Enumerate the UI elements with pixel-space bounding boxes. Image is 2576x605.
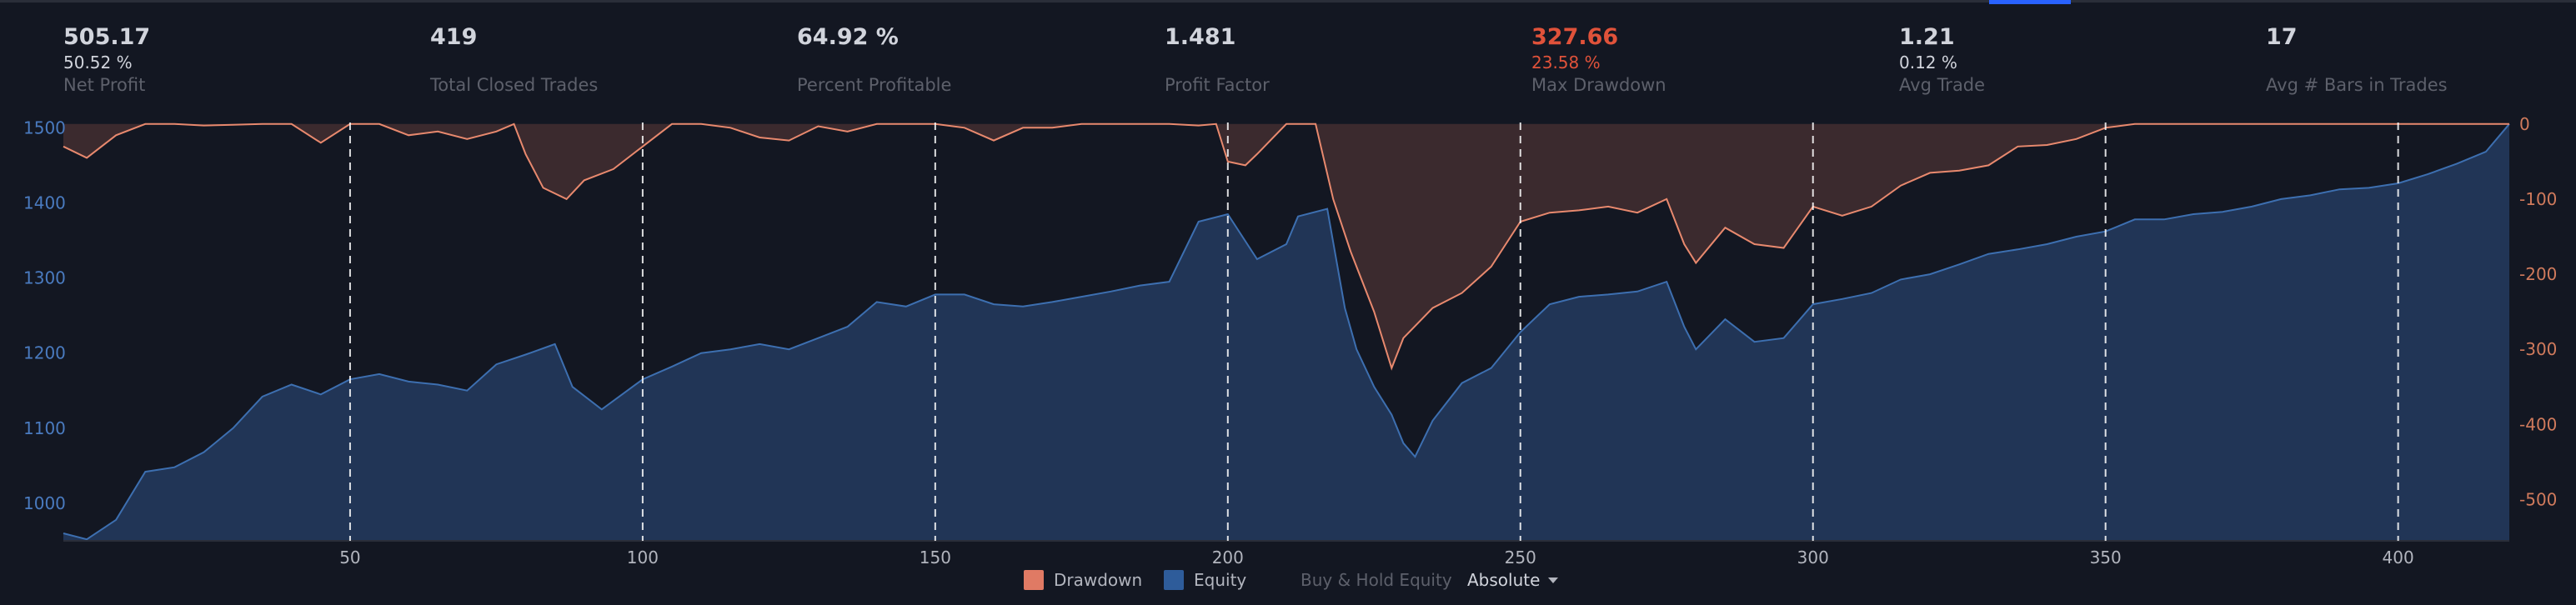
legend-drawdown-toggle[interactable]: Drawdown xyxy=(1024,570,1142,590)
legend-equity-label: Equity xyxy=(1194,570,1247,590)
stat-label: Max Drawdown xyxy=(1531,75,1666,95)
x-tick-label: 400 xyxy=(2383,548,2414,568)
x-tick-label: 250 xyxy=(1505,548,1536,568)
stat-value: 1.21 xyxy=(1899,24,1955,50)
legend-equity-toggle[interactable]: Equity xyxy=(1164,570,1246,590)
stat-label: Avg Trade xyxy=(1899,75,1986,95)
stat-subvalue: 50.52 % xyxy=(63,52,133,72)
absolute-dropdown[interactable]: Absolute xyxy=(1467,570,1559,590)
stat-value: 17 xyxy=(2266,24,2298,50)
right-tick-label: -500 xyxy=(2519,489,2557,509)
equity-swatch xyxy=(1164,570,1184,590)
stat-profit-factor: 1.481 Profit Factor xyxy=(1165,23,1270,97)
right-tick-label: -100 xyxy=(2519,189,2557,209)
stat-max-drawdown: 327.66 23.58 % Max Drawdown xyxy=(1531,23,1666,97)
stat-subvalue: 23.58 % xyxy=(1531,52,1601,72)
x-tick-label: 300 xyxy=(1797,548,1829,568)
equity-line xyxy=(63,123,2510,541)
stat-total-closed-trades: 419 Total Closed Trades xyxy=(430,23,598,97)
left-tick-label: 1400 xyxy=(23,192,66,212)
stat-avg-trade: 1.21 0.12 % Avg Trade xyxy=(1899,23,1985,97)
x-tick-label: 100 xyxy=(627,548,659,568)
stat-label: Percent Profitable xyxy=(797,75,952,95)
left-tick-label: 1300 xyxy=(23,268,66,288)
x-tick-label: 200 xyxy=(1212,548,1244,568)
chevron-down-icon xyxy=(1548,577,1559,583)
stat-value: 505.17 xyxy=(63,24,151,50)
equity-area xyxy=(63,123,2509,542)
stat-label: Avg # Bars in Trades xyxy=(2266,75,2448,95)
stat-value: 419 xyxy=(430,24,478,50)
left-tick-label: 1500 xyxy=(23,118,66,138)
stat-percent-profitable: 64.92 % Percent Profitable xyxy=(797,23,951,97)
chart-legend: Drawdown Equity Buy & Hold Equity Absolu… xyxy=(0,563,2576,602)
stat-value: 1.481 xyxy=(1165,24,1236,50)
x-tick-label: 50 xyxy=(339,548,360,568)
drawdown-swatch xyxy=(1024,570,1044,590)
legend-buy-hold-toggle[interactable]: Buy & Hold Equity xyxy=(1301,570,1452,590)
right-tick-label: -400 xyxy=(2519,414,2557,434)
stat-label: Net Profit xyxy=(63,75,146,95)
right-tick-label: -200 xyxy=(2519,264,2557,284)
x-tick-label: 150 xyxy=(920,548,951,568)
left-tick-label: 1100 xyxy=(23,418,66,438)
legend-buy-hold-label: Buy & Hold Equity xyxy=(1301,570,1452,590)
stat-value: 64.92 % xyxy=(797,24,899,50)
right-tick-label: -300 xyxy=(2519,339,2557,359)
stat-net-profit: 505.17 50.52 % Net Profit xyxy=(63,23,150,97)
legend-drawdown-label: Drawdown xyxy=(1054,570,1143,590)
stat-value: 327.66 xyxy=(1531,24,1619,50)
stat-label: Total Closed Trades xyxy=(430,75,599,95)
absolute-dropdown-label: Absolute xyxy=(1467,570,1541,590)
stat-avg-bars-in-trades: 17 Avg # Bars in Trades xyxy=(2266,23,2448,97)
drawdown-line xyxy=(63,122,2509,371)
x-tick-label: 350 xyxy=(2090,548,2122,568)
drawdown-area xyxy=(63,123,2509,368)
left-tick-label: 1000 xyxy=(23,493,66,513)
active-tab-indicator xyxy=(1989,0,2071,4)
stat-label: Profit Factor xyxy=(1165,75,1270,95)
right-tick-label: 0 xyxy=(2519,114,2530,134)
stat-subvalue: 0.12 % xyxy=(1899,52,1957,72)
top-border xyxy=(0,0,2576,2)
left-tick-label: 1200 xyxy=(23,343,66,363)
